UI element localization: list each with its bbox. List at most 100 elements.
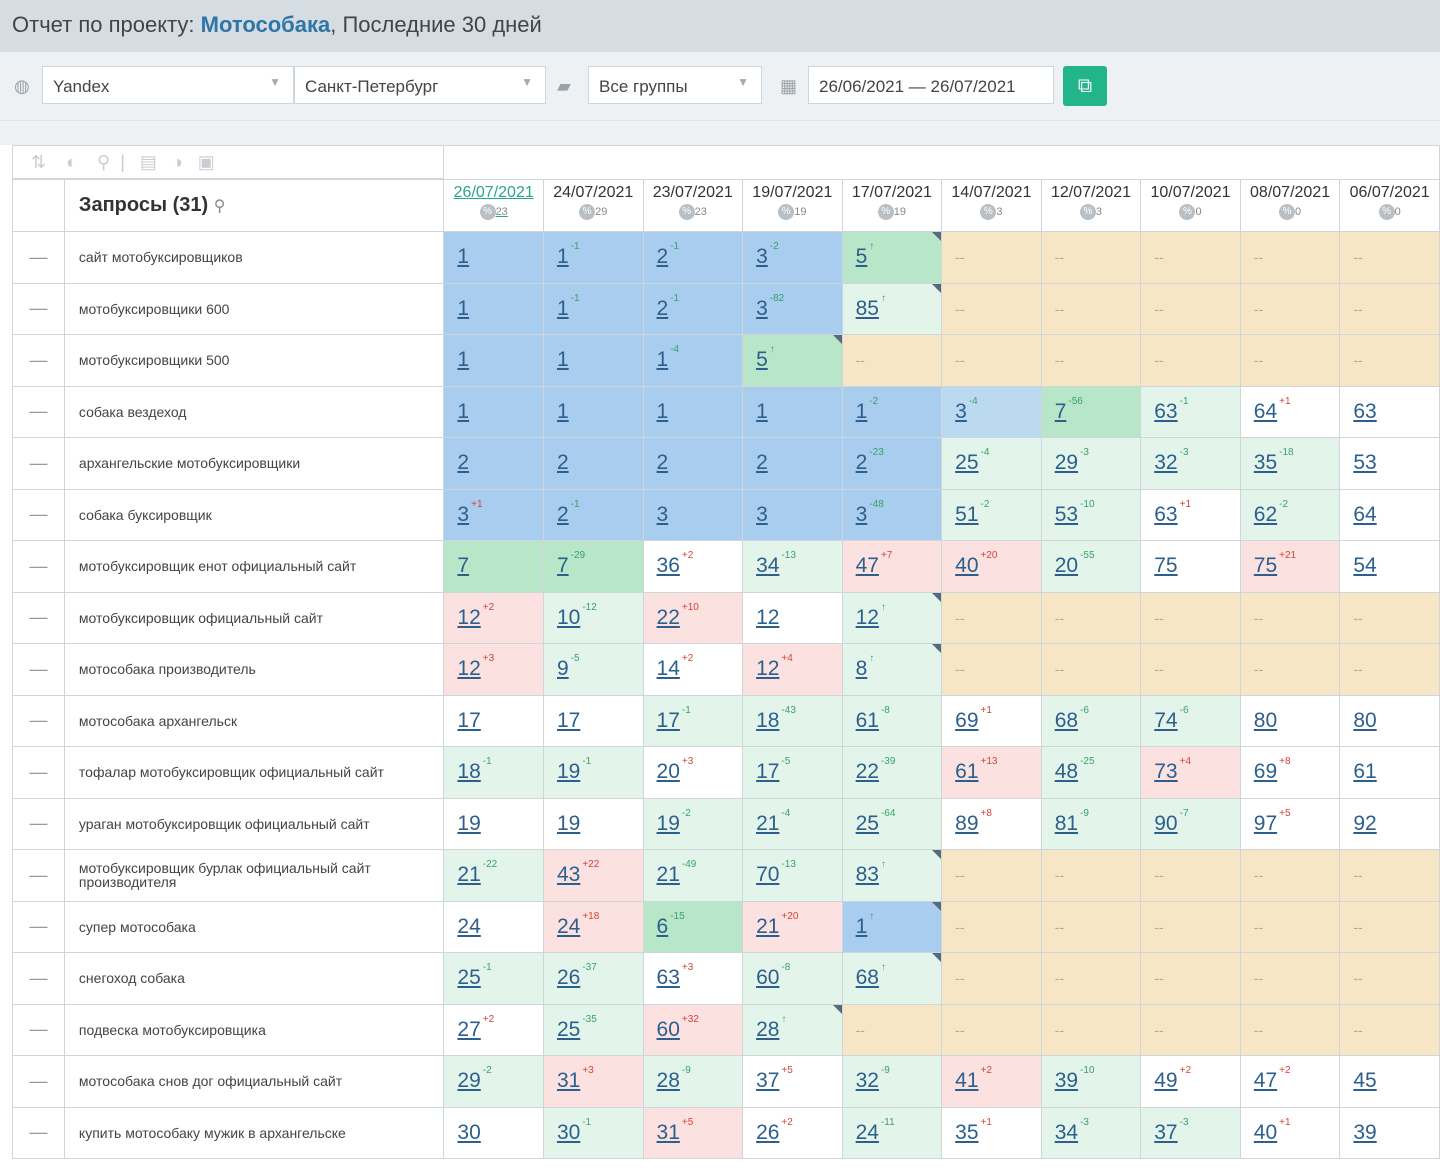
position-cell[interactable]: 3 -82 [742,282,843,335]
position-value[interactable]: 14 [656,657,680,681]
position-cell[interactable]: 74 -6 [1140,694,1241,747]
position-cell[interactable]: 85 ↑ [841,282,943,335]
position-cell[interactable]: 39 [1339,1106,1440,1159]
position-value[interactable]: 25 [855,811,879,835]
position-cell[interactable]: 28 ↑ [742,1003,843,1056]
date-column-header[interactable]: 10/07/2021 % 0 [1140,179,1241,232]
position-cell[interactable]: 10 -12 [542,591,644,644]
position-cell[interactable]: 75 [1140,540,1241,593]
position-cell[interactable]: 9 -5 [542,643,644,696]
position-cell[interactable]: 2 -1 [642,231,744,284]
position-value[interactable]: 53 [1054,502,1079,526]
position-value[interactable]: 63 [1154,502,1178,526]
table-icon[interactable]: ▤ [139,152,157,172]
position-value[interactable]: 80 [1353,708,1377,732]
position-value[interactable]: 5 [855,245,868,269]
row-menu-button[interactable]: — [12,437,65,490]
position-value[interactable]: 1 [656,348,669,372]
position-value[interactable]: 21 [656,863,680,887]
position-value[interactable]: 43 [556,863,581,887]
position-cell[interactable]: 63 -1 [1140,385,1241,438]
position-value[interactable]: 1 [756,399,768,423]
date-column-header[interactable]: 23/07/2021 % 23 [642,179,744,232]
position-value[interactable]: 73 [1154,760,1178,784]
position-value[interactable]: 74 [1154,708,1178,732]
position-value[interactable]: 26 [556,966,581,990]
row-menu-button[interactable]: — [12,643,65,696]
position-cell[interactable]: 17 [542,694,644,747]
row-menu-button[interactable]: — [12,591,65,644]
position-value[interactable]: 36 [656,554,680,578]
position-value[interactable]: 2 [457,451,470,475]
position-value[interactable]: 19 [656,811,680,835]
position-value[interactable]: 3 [855,502,868,526]
contrast-icon[interactable]: ◑ [171,152,183,172]
position-value[interactable]: 22 [656,605,680,629]
position-value[interactable]: 54 [1353,554,1377,578]
position-value[interactable]: 27 [457,1017,481,1041]
position-value[interactable]: 1 [556,245,569,269]
position-cell[interactable]: 17 [443,694,544,747]
position-cell[interactable]: 63 +1 [1140,488,1241,541]
position-cell[interactable]: 26 +2 [742,1106,843,1159]
row-menu-button[interactable]: — [12,797,65,850]
position-value[interactable]: 61 [1353,760,1377,784]
row-menu-button[interactable]: — [12,282,65,335]
position-cell[interactable]: 1 -4 [642,334,744,387]
position-cell[interactable]: 12 +2 [443,591,544,644]
position-cell[interactable]: 37 +5 [742,1055,843,1108]
position-cell[interactable]: 3 [742,488,843,541]
position-value[interactable]: 25 [556,1017,581,1041]
row-menu-button[interactable]: — [12,1106,65,1159]
date-column-header[interactable]: 08/07/2021 % 0 [1239,179,1341,232]
position-value[interactable]: 8 [855,657,868,681]
position-cell[interactable]: 1 [443,385,544,438]
position-cell[interactable]: 6 -15 [642,900,744,953]
position-cell[interactable]: 73 +4 [1140,746,1241,799]
position-cell[interactable]: 25 -1 [443,952,544,1005]
row-menu-button[interactable]: — [12,385,65,438]
position-cell[interactable]: 7 [443,540,544,593]
position-value[interactable]: 34 [1054,1120,1079,1144]
position-cell[interactable]: 27 +2 [443,1003,544,1056]
position-cell[interactable]: 35 -18 [1239,437,1341,490]
position-value[interactable]: 61 [955,760,979,784]
position-cell[interactable]: 3 -4 [941,385,1042,438]
date-column-header[interactable]: 06/07/2021 % 0 [1339,179,1440,232]
position-cell[interactable]: 64 [1339,488,1440,541]
position-value[interactable]: 63 [1353,399,1377,423]
position-cell[interactable]: 1 [542,334,644,387]
search-engine-select[interactable]: Yandex ▼ [42,66,294,104]
position-cell[interactable]: 63 +3 [642,952,744,1005]
position-cell[interactable]: 40 +1 [1239,1106,1341,1159]
position-cell[interactable]: 97 +5 [1239,797,1341,850]
position-value[interactable]: 92 [1353,811,1377,835]
position-value[interactable]: 2 [855,451,868,475]
position-value[interactable]: 6 [656,914,669,938]
position-value[interactable]: 39 [1054,1069,1079,1093]
position-cell[interactable]: 83 ↑ [841,849,943,902]
position-value[interactable]: 7 [556,554,569,578]
position-cell[interactable]: 30 -1 [542,1106,644,1159]
position-value[interactable]: 10 [556,605,581,629]
position-value[interactable]: 89 [955,811,979,835]
position-value[interactable]: 22 [855,760,879,784]
position-value[interactable]: 85 [855,296,879,320]
position-cell[interactable]: 47 +2 [1239,1055,1341,1108]
position-value[interactable]: 1 [556,296,569,320]
position-cell[interactable]: 53 -10 [1040,488,1142,541]
position-value[interactable]: 12 [756,605,780,629]
row-menu-button[interactable]: — [12,488,65,541]
position-value[interactable]: 17 [656,708,680,732]
position-cell[interactable]: 90 -7 [1140,797,1241,850]
position-cell[interactable]: 80 [1339,694,1440,747]
position-value[interactable]: 12 [756,657,780,681]
position-value[interactable]: 30 [457,1120,481,1144]
toggle-icon[interactable]: ◐ [66,152,77,172]
position-value[interactable]: 40 [1253,1120,1278,1144]
position-value[interactable]: 37 [756,1069,780,1093]
position-value[interactable]: 1 [656,399,669,423]
position-cell[interactable]: 3 +1 [443,488,544,541]
position-value[interactable]: 21 [756,914,780,938]
position-cell[interactable]: 75 +21 [1239,540,1341,593]
